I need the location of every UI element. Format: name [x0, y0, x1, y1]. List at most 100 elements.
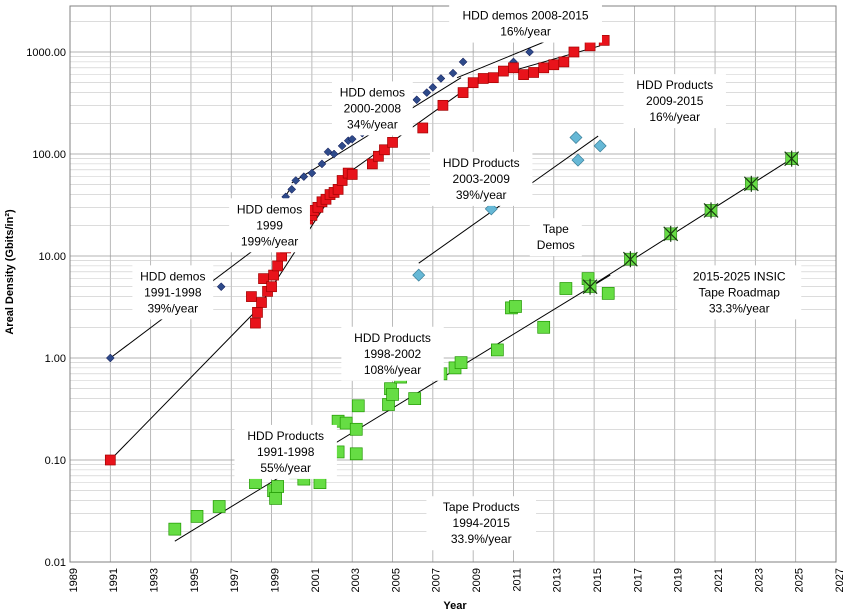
- annotation-line: Tape: [543, 222, 569, 236]
- x-tick-label: 2021: [713, 568, 725, 592]
- hdd-product-point: [266, 281, 277, 293]
- x-tick-label: 2027: [834, 568, 846, 592]
- tape-product-point: [601, 287, 615, 300]
- annotation-line: 2000-2008: [344, 101, 402, 115]
- hdd-product-point: [498, 65, 509, 77]
- grid: [69, 6, 837, 563]
- hdd-product-point: [568, 46, 580, 58]
- hdd-product-point: [379, 144, 390, 156]
- hdd-demo-point: [422, 88, 432, 97]
- tape-roadmap-point: [784, 150, 800, 167]
- y-tick-label: 0.10: [45, 455, 66, 467]
- annotation-line: HDD demos 2008-2015: [463, 9, 589, 23]
- hdd-product-point: [256, 297, 267, 308]
- hdd-product-point: [548, 59, 560, 71]
- hdd-product-point: [246, 291, 257, 302]
- y-tick-label: 1000.00: [26, 47, 66, 59]
- tape-product-point: [559, 282, 573, 295]
- tape-product-point: [349, 422, 363, 436]
- x-tick-label: 2019: [673, 568, 685, 592]
- annotation-label: HDD demos 1999 199%/year: [229, 198, 310, 253]
- x-tick-label: 1993: [149, 568, 161, 592]
- annotation-line: 1994-2015: [453, 516, 511, 530]
- hdd-demo-point: [307, 168, 317, 178]
- annotation-line: 1998-2002: [364, 347, 422, 361]
- annotation-line: 16%/year: [649, 110, 700, 124]
- annotation-line: 199%/year: [241, 234, 298, 248]
- annotation-line: 39%/year: [147, 301, 198, 315]
- tape-product-point: [454, 356, 468, 370]
- hdd-product-point: [336, 175, 348, 186]
- annotations: HDD demos 2008-2015 16%/year HDD demos 2000…: [132, 4, 802, 551]
- hdd-product-point: [250, 317, 261, 329]
- hdd-demo-point: [287, 185, 297, 194]
- hdd-demo-point: [428, 83, 438, 92]
- hdd-product-point: [252, 307, 263, 318]
- x-tick-label: 1999: [269, 568, 281, 592]
- annotation-line: HDD Products: [443, 156, 520, 170]
- hdd-product-point: [437, 99, 449, 111]
- hdd-product-point: [558, 56, 570, 68]
- tape-demo-point: [571, 153, 585, 167]
- tape-demo-point: [412, 268, 426, 282]
- tape-roadmap-point: [663, 225, 679, 242]
- x-tick-label: 2009: [471, 568, 483, 592]
- annotation-label: HDD demos 2008-2015 16%/year: [449, 4, 602, 43]
- hdd-product-point: [346, 169, 358, 180]
- hdd-demo-point: [448, 68, 458, 78]
- annotation-label: Tape Products 1994-2015 33.9%/year: [426, 496, 537, 551]
- annotation-label: HDD Products 2009-2015 16%/year: [623, 74, 726, 129]
- tape-product-point: [408, 392, 422, 405]
- y-axis-title: Areal Density (Gbits/in²): [4, 209, 16, 335]
- hdd-product-point: [508, 62, 519, 74]
- hdd-demo-point: [329, 149, 339, 159]
- hdd-product-point: [477, 73, 489, 84]
- hdd-demo-point: [347, 134, 357, 144]
- tape-demo-point: [593, 139, 607, 153]
- annotation-line: 1991-1998: [144, 285, 202, 299]
- x-tick-label: 2001: [310, 568, 322, 592]
- hdd-demo-point: [458, 57, 468, 67]
- x-tick-label: 2013: [552, 568, 564, 592]
- annotation-line: 55%/year: [260, 461, 311, 475]
- tape-product-point: [490, 343, 504, 357]
- annotation-line: HDD demos: [340, 85, 405, 99]
- hdd-demo-point: [412, 95, 422, 105]
- hdd-product-point: [332, 184, 344, 195]
- annotation-line: 108%/year: [364, 363, 421, 377]
- tape-product-point: [190, 510, 204, 523]
- x-tick-label: 2017: [632, 568, 644, 592]
- hdd-demo-point: [525, 47, 534, 57]
- annotation-line: Tape Roadmap: [699, 285, 781, 299]
- tape-product-point: [509, 300, 522, 313]
- y-axis-ticks: 0.01 0.10 1.00 10.00 100.00 1000.00: [26, 47, 66, 569]
- x-tick-label: 2023: [753, 568, 765, 592]
- hdd-product-point: [457, 87, 469, 98]
- tape-product-point: [271, 480, 284, 493]
- hdd-demo-point: [317, 159, 327, 169]
- tape-product-point: [168, 522, 182, 536]
- annotation-line: 1999: [256, 218, 283, 232]
- annotation-line: 33.3%/year: [709, 301, 770, 315]
- y-tick-label: 0.01: [45, 557, 66, 569]
- annotation-line: 33.9%/year: [451, 532, 512, 546]
- x-tick-label: 1989: [68, 568, 80, 592]
- x-axis-title: Year: [443, 600, 467, 612]
- tape-roadmap-point: [582, 278, 598, 295]
- annotation-label: HDD demos 2000-2008 34%/year: [331, 81, 413, 136]
- annotation-line: Tape Products: [443, 500, 520, 514]
- hdd-product-point: [268, 269, 279, 281]
- x-tick-label: 1995: [189, 568, 201, 592]
- hdd-product-point: [367, 158, 378, 170]
- hdd-product-point: [272, 260, 283, 272]
- annotation-line: 2015-2025 INSIC: [693, 269, 786, 283]
- y-tick-label: 10.00: [38, 251, 66, 263]
- x-tick-label: 2003: [350, 568, 362, 592]
- tape-product-point: [212, 500, 226, 513]
- annotation-label: HDD Products 2003-2009 39%/year: [430, 151, 533, 206]
- annotation-label: HDD Products 1998-2002 108%/year: [341, 326, 444, 381]
- annotation-line: 2003-2009: [453, 172, 511, 186]
- x-tick-label: 2005: [390, 568, 402, 592]
- tape-roadmap-point: [743, 175, 759, 192]
